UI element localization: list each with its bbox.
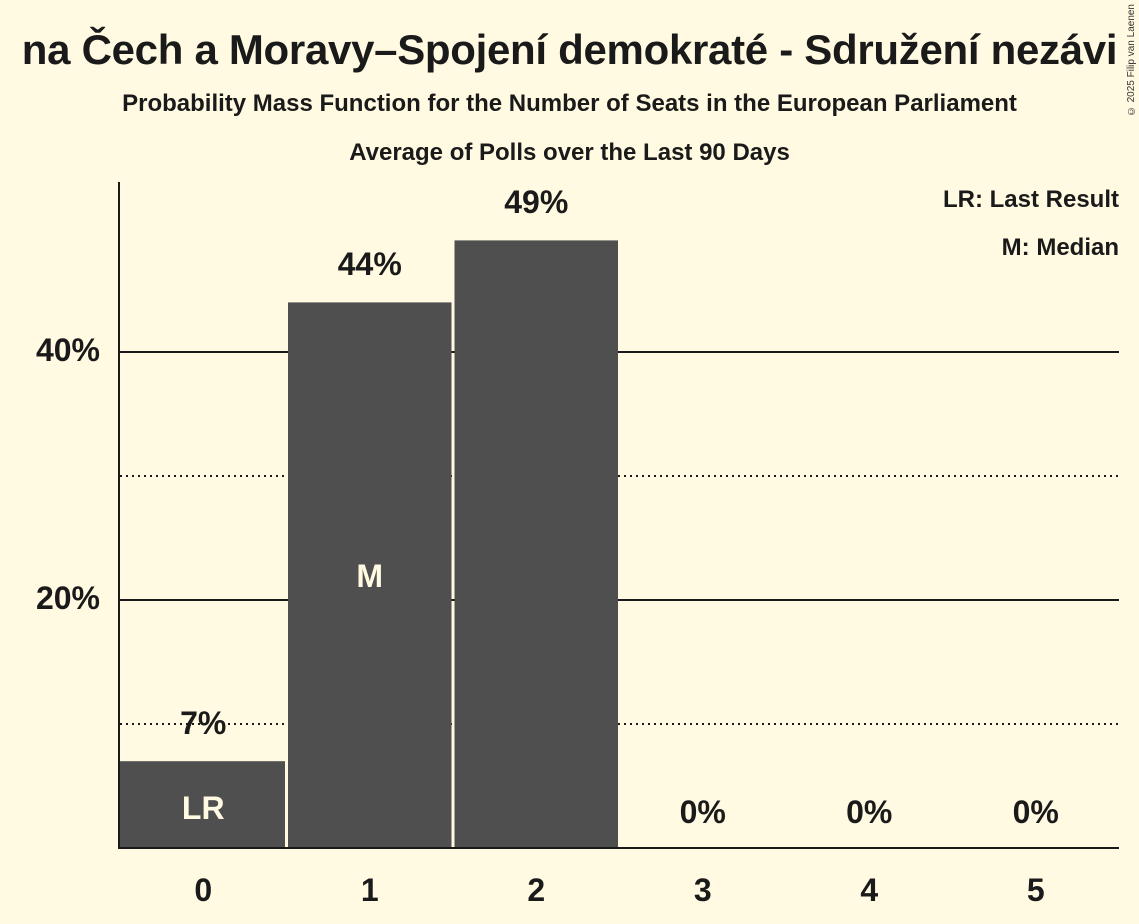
bar-value-label: 7% [180, 705, 227, 742]
bar-0-seats [120, 761, 285, 848]
legend-last-result: LR: Last Result [942, 186, 1119, 213]
bar-value-label: 0% [679, 794, 726, 830]
chart-title: na Čech a Moravy–Spojení demokraté - Sdr… [21, 26, 1118, 73]
bar-value-label: 0% [846, 794, 893, 830]
x-tick-label: 5 [1026, 872, 1045, 908]
bar-value-label: 49% [504, 184, 569, 221]
bar-value-label: 0% [1012, 794, 1059, 830]
median-marker: M [356, 558, 384, 594]
gridlines [120, 351, 1119, 725]
x-tick-label: 2 [527, 872, 546, 908]
x-tick-label: 4 [860, 872, 879, 908]
legend-median: M: Median [1001, 234, 1119, 261]
x-tick-label: 0 [194, 872, 213, 908]
bars [120, 240, 618, 848]
bar-value-label: 44% [337, 246, 402, 283]
last-result-marker: LR [181, 790, 225, 826]
bar-1-seats [288, 302, 452, 848]
x-tick-label: 1 [360, 872, 379, 908]
y-tick-label: 20% [35, 580, 100, 616]
chart-subtitle-period: Average of Polls over the Last 90 Days [349, 139, 790, 166]
chart-subtitle: Probability Mass Function for the Number… [122, 90, 1017, 117]
y-tick-label: 40% [35, 332, 100, 368]
x-tick-label: 3 [693, 872, 712, 908]
bar-2-seats [454, 240, 618, 848]
